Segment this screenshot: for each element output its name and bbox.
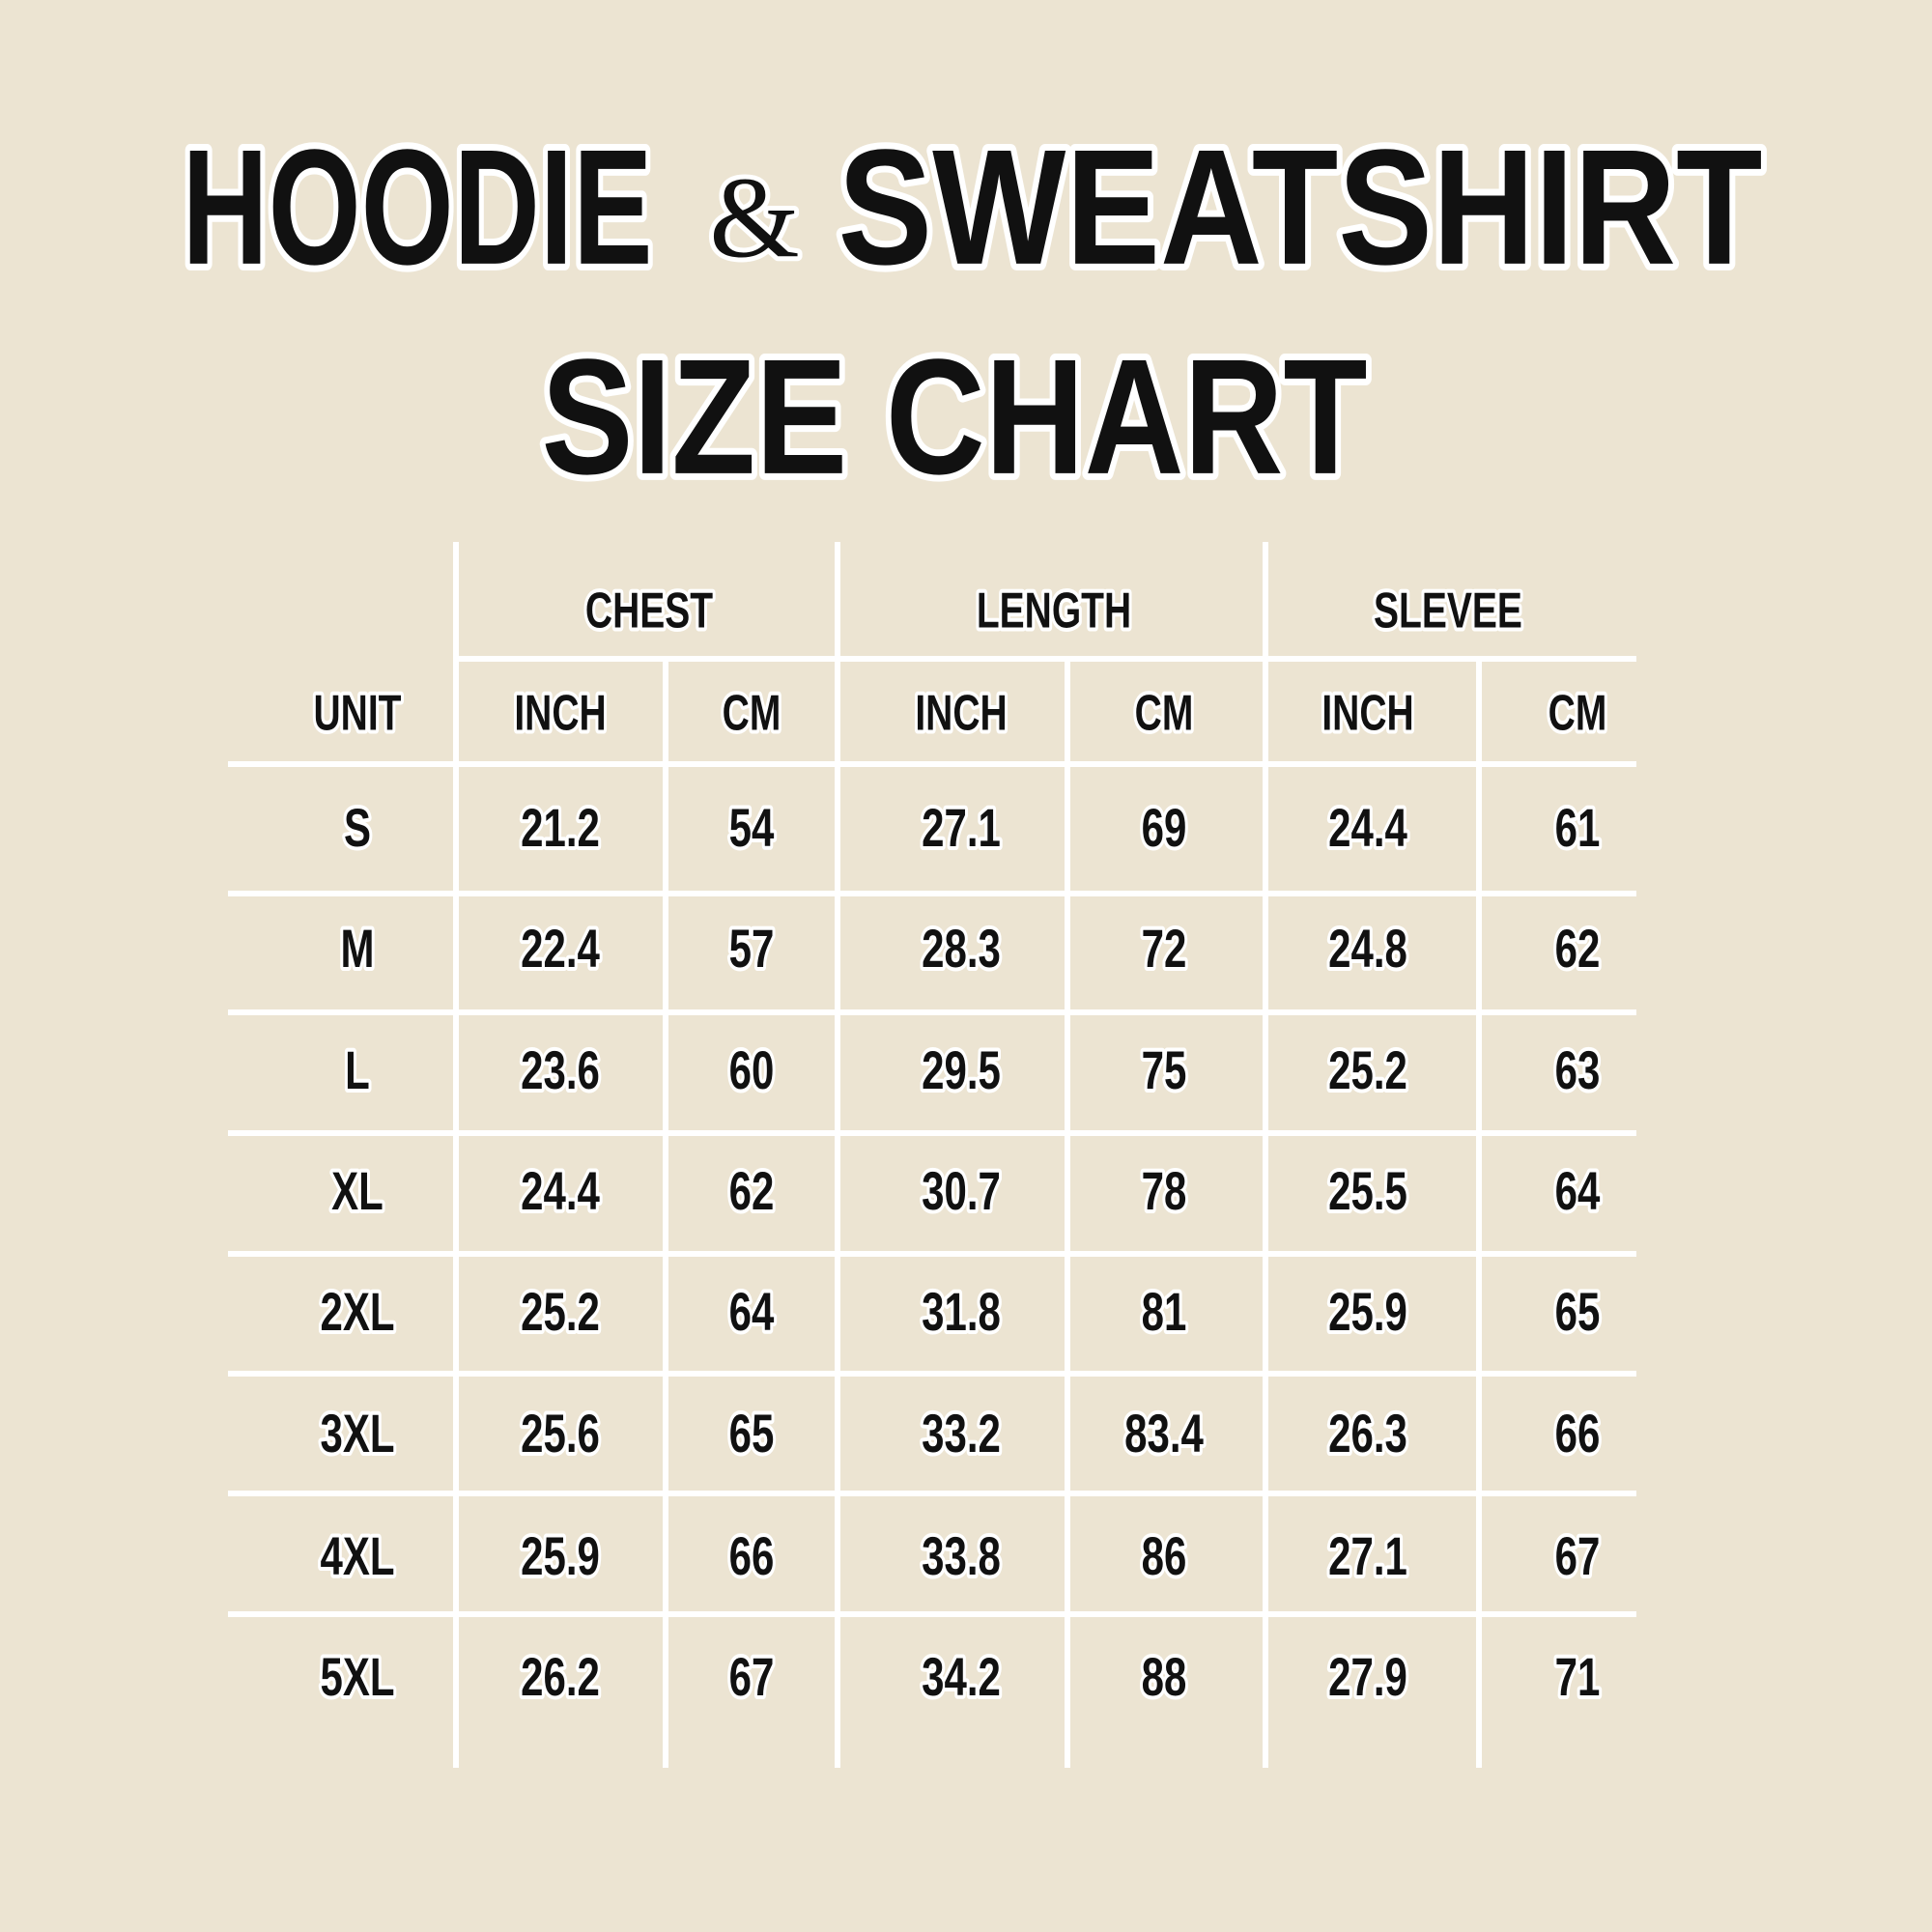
unit-header: UNIT (314, 686, 402, 742)
cell-value: 75 (1142, 1039, 1187, 1100)
cell-value: 28.3 (922, 918, 1001, 979)
size-label: 5XL (320, 1646, 394, 1707)
cell-value: 65 (1555, 1281, 1601, 1342)
cell-value: 69 (1142, 797, 1187, 858)
cell-value: 25.2 (1328, 1039, 1407, 1100)
cell-value: 67 (729, 1646, 775, 1707)
cell-value: 25.9 (521, 1525, 600, 1586)
title-line: SIZE CHART (542, 326, 1368, 509)
unit-header: CM (723, 686, 781, 742)
cell-value: 27.1 (922, 797, 1001, 858)
cell-value: 57 (729, 918, 775, 979)
cell-value: 23.6 (521, 1039, 600, 1100)
group-header: SLEVEE (1374, 583, 1522, 639)
table-grid (228, 542, 1636, 1768)
cell-value: 71 (1555, 1646, 1601, 1707)
cell-value: 26.3 (1328, 1403, 1407, 1463)
cell-value: 66 (729, 1525, 775, 1586)
cell-value: 63 (1555, 1039, 1601, 1100)
cell-value: 64 (729, 1281, 775, 1342)
cell-value: 24.8 (1328, 918, 1407, 979)
size-label: 4XL (320, 1525, 394, 1586)
group-header: CHEST (585, 583, 713, 639)
size-label: M (341, 918, 375, 979)
cell-value: 34.2 (922, 1646, 1001, 1707)
cell-value: 86 (1142, 1525, 1187, 1586)
cell-value: 26.2 (521, 1646, 600, 1707)
cell-value: 25.5 (1328, 1160, 1407, 1221)
size-label: XL (331, 1160, 384, 1221)
cell-value: 65 (729, 1403, 775, 1463)
cell-value: 64 (1555, 1160, 1601, 1221)
unit-header: CM (1135, 686, 1194, 742)
cell-value: 33.2 (922, 1403, 1001, 1463)
cell-value: 83.4 (1124, 1403, 1204, 1463)
unit-header: INCH (915, 686, 1007, 742)
cell-value: 29.5 (922, 1039, 1001, 1100)
cell-value: 67 (1555, 1525, 1601, 1586)
cell-value: 62 (729, 1160, 775, 1221)
cell-value: 88 (1142, 1646, 1187, 1707)
cell-value: 27.1 (1328, 1525, 1407, 1586)
title-word: HOODIE (183, 116, 653, 299)
unit-header: INCH (1321, 686, 1413, 742)
cell-value: 31.8 (922, 1281, 1001, 1342)
title-ampersand: & (709, 154, 799, 282)
cell-value: 30.7 (922, 1160, 1001, 1221)
cell-value: 25.2 (521, 1281, 600, 1342)
cell-value: 25.6 (521, 1403, 600, 1463)
cell-value: 27.9 (1328, 1646, 1407, 1707)
title-word: SWEATSHIRT (838, 116, 1763, 299)
cell-value: 78 (1142, 1160, 1187, 1221)
cell-value: 81 (1142, 1281, 1187, 1342)
unit-header: INCH (514, 686, 606, 742)
cell-value: 22.4 (521, 918, 600, 979)
cell-value: 25.9 (1328, 1281, 1407, 1342)
size-label: L (345, 1039, 370, 1100)
size-label: S (344, 797, 371, 858)
cell-value: 24.4 (521, 1160, 600, 1221)
cell-value: 61 (1555, 797, 1601, 858)
cell-value: 72 (1142, 918, 1187, 979)
cell-value: 66 (1555, 1403, 1601, 1463)
cell-value: 21.2 (521, 797, 600, 858)
cell-value: 54 (729, 797, 775, 858)
group-header: LENGTH (977, 583, 1131, 639)
unit-header: CM (1548, 686, 1607, 742)
size-label: 2XL (320, 1281, 394, 1342)
cell-value: 33.8 (922, 1525, 1001, 1586)
cell-value: 60 (729, 1039, 775, 1100)
size-label: 3XL (320, 1403, 394, 1463)
cell-value: 24.4 (1328, 797, 1407, 858)
cell-value: 62 (1555, 918, 1601, 979)
